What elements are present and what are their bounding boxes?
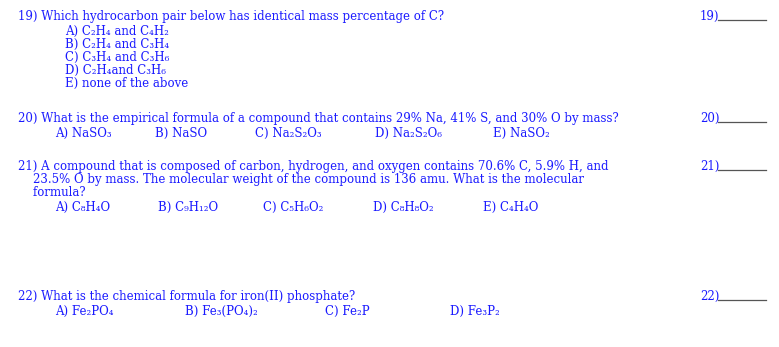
Text: A) C₂H₄ and C₄H₂: A) C₂H₄ and C₄H₂ (65, 25, 169, 38)
Text: 22): 22) (700, 290, 719, 303)
Text: B) C₂H₄ and C₃H₄: B) C₂H₄ and C₃H₄ (65, 38, 169, 51)
Text: E) NaSO₂: E) NaSO₂ (493, 127, 550, 140)
Text: A) Fe₂PO₄: A) Fe₂PO₄ (55, 305, 114, 318)
Text: 21) A compound that is composed of carbon, hydrogen, and oxygen contains 70.6% C: 21) A compound that is composed of carbo… (18, 160, 608, 173)
Text: A) C₈H₄O: A) C₈H₄O (55, 201, 110, 214)
Text: D) Fe₃P₂: D) Fe₃P₂ (450, 305, 500, 318)
Text: 20): 20) (700, 112, 720, 125)
Text: E) none of the above: E) none of the above (65, 77, 189, 90)
Text: 23.5% O by mass. The molecular weight of the compound is 136 amu. What is the mo: 23.5% O by mass. The molecular weight of… (18, 173, 584, 186)
Text: 19): 19) (700, 10, 720, 23)
Text: D) C₈H₈O₂: D) C₈H₈O₂ (373, 201, 434, 214)
Text: B) NaSO: B) NaSO (155, 127, 207, 140)
Text: A) NaSO₃: A) NaSO₃ (55, 127, 111, 140)
Text: E) C₄H₄O: E) C₄H₄O (483, 201, 538, 214)
Text: C) C₃H₄ and C₃H₆: C) C₃H₄ and C₃H₆ (65, 51, 169, 64)
Text: C) Na₂S₂O₃: C) Na₂S₂O₃ (255, 127, 322, 140)
Text: B) Fe₃(PO₄)₂: B) Fe₃(PO₄)₂ (185, 305, 258, 318)
Text: C) Fe₂P: C) Fe₂P (325, 305, 369, 318)
Text: D) Na₂S₂O₆: D) Na₂S₂O₆ (375, 127, 442, 140)
Text: B) C₉H₁₂O: B) C₉H₁₂O (158, 201, 218, 214)
Text: 21): 21) (700, 160, 719, 173)
Text: D) C₂H₄and C₃H₆: D) C₂H₄and C₃H₆ (65, 64, 166, 77)
Text: formula?: formula? (18, 186, 86, 199)
Text: 22) What is the chemical formula for iron(II) phosphate?: 22) What is the chemical formula for iro… (18, 290, 355, 303)
Text: 19) Which hydrocarbon pair below has identical mass percentage of C?: 19) Which hydrocarbon pair below has ide… (18, 10, 444, 23)
Text: C) C₅H₆O₂: C) C₅H₆O₂ (263, 201, 323, 214)
Text: 20) What is the empirical formula of a compound that contains 29% Na, 41% S, and: 20) What is the empirical formula of a c… (18, 112, 619, 125)
